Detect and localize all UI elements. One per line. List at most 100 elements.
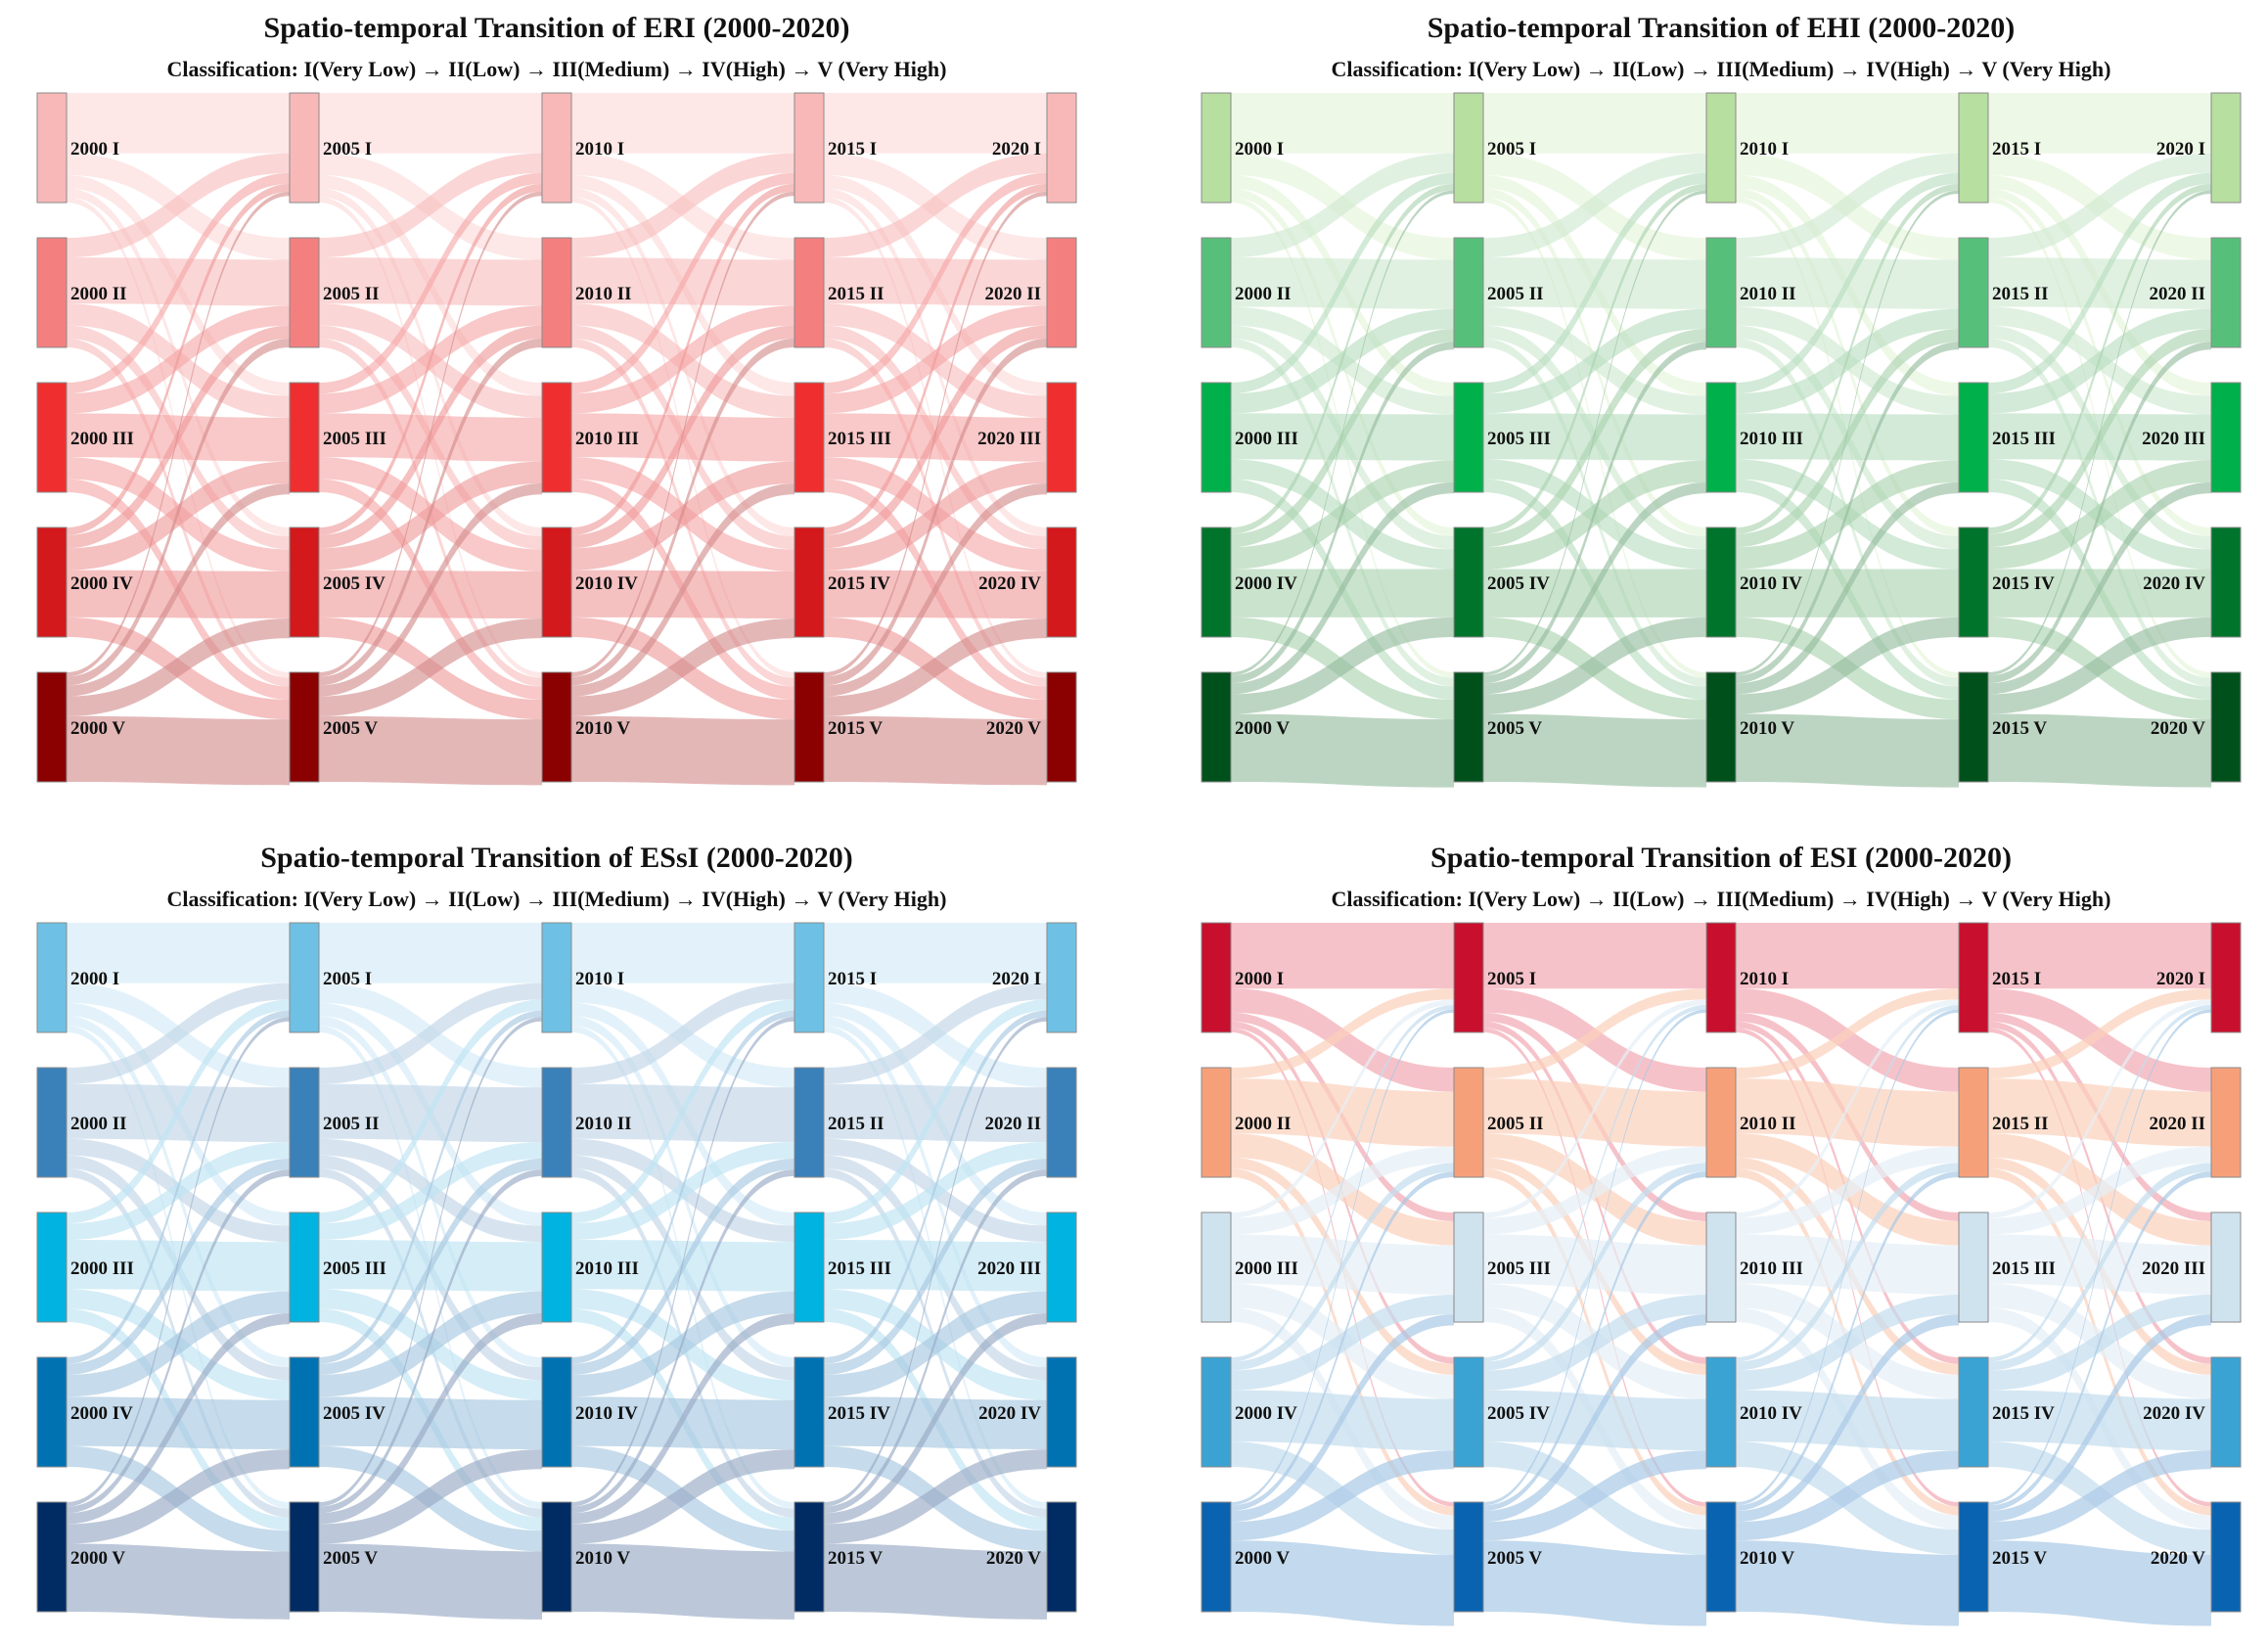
link-2015-II-to-2020-I: [1988, 988, 2211, 1079]
node-2005-V: [1453, 671, 1484, 783]
link-2005-II-to-2010-I: [1483, 153, 1706, 258]
node-2005-I: [289, 922, 320, 1033]
link-2000-V-to-2005-I: [1231, 190, 1454, 676]
node-label: 2015 IV: [1992, 1403, 2055, 1424]
node-label: 2005 III: [323, 429, 386, 449]
node-2020-IV: [1046, 526, 1077, 638]
node-2020-III: [1046, 1211, 1077, 1323]
link-2010-III-to-2015-I: [571, 999, 794, 1224]
link-2010-V-to-2015-IV: [571, 617, 794, 716]
link-2010-V-to-2015-III: [571, 483, 794, 697]
link-2010-IV-to-2015-II: [571, 325, 794, 549]
node-label: 2000 IV: [70, 1403, 133, 1424]
node-label: 2010 I: [575, 969, 624, 989]
link-2015-IV-to-2020-I: [1988, 183, 2211, 534]
node-2000-IV: [1201, 526, 1232, 638]
node-label: 2000 V: [1235, 1548, 1290, 1569]
node-label: 2000 III: [1235, 429, 1298, 449]
node-label: 2015 III: [1992, 429, 2056, 449]
node-2005-I: [1453, 922, 1484, 1033]
link-2000-IV-to-2005-II: [67, 325, 290, 549]
node-2005-III: [1453, 1211, 1484, 1323]
link-2005-V-to-2010-I: [319, 191, 542, 677]
node-2015-V: [794, 1501, 825, 1613]
node-label: 2015 V: [828, 1548, 883, 1569]
link-2005-V-to-2010-II: [319, 339, 542, 686]
node-2015-II: [794, 237, 825, 348]
link-2015-III-to-2020-I: [1988, 172, 2211, 394]
node-2020-V: [2210, 671, 2242, 783]
node-label: 2005 IV: [1487, 573, 1550, 594]
chart-title: Spatio-temporal Transition of EHI (2000-…: [1428, 12, 2016, 44]
link-2005-V-to-2010-I: [1483, 1009, 1706, 1506]
link-2000-IV-to-2005-I: [1231, 183, 1454, 534]
node-label: 2020 II: [2149, 284, 2205, 304]
node-label: 2000 IV: [70, 573, 133, 594]
node-label: 2010 V: [575, 718, 630, 739]
link-2005-I-to-2010-I: [319, 93, 542, 154]
link-2000-V-to-2005-V: [67, 1543, 290, 1620]
node-label: 2005 I: [1487, 969, 1536, 989]
link-2015-II-to-2020-I: [824, 153, 1047, 258]
node-label: 2010 I: [575, 139, 624, 160]
node-label: 2010 V: [575, 1548, 630, 1569]
link-2010-III-to-2015-I: [1736, 999, 1959, 1218]
node-label: 2010 II: [1740, 1114, 1796, 1134]
link-2005-IV-to-2010-I: [319, 183, 542, 535]
node-2000-III: [36, 382, 68, 493]
link-2010-I-to-2015-I: [1736, 93, 1959, 154]
panel-esi: Spatio-temporal Transition of ESI (2000-…: [1201, 842, 2242, 1626]
link-2005-II-to-2010-I: [319, 982, 542, 1084]
node-label: 2005 IV: [323, 1403, 386, 1424]
link-2005-IV-to-2010-I: [1483, 1005, 1706, 1362]
link-2000-IV-to-2005-II: [1231, 328, 1454, 548]
link-2005-V-to-2010-IV: [319, 617, 542, 716]
link-2005-V-to-2010-II: [1483, 1171, 1706, 1511]
node-label: 2000 III: [1235, 1258, 1298, 1279]
link-2010-II-to-2015-I: [1736, 988, 1959, 1079]
link-2010-III-to-2015-II: [571, 1142, 794, 1240]
link-2015-III-to-2020-I: [824, 999, 1047, 1224]
node-2005-II: [289, 237, 320, 348]
link-2005-II-to-2010-II: [1483, 1078, 1706, 1147]
link-2015-III-to-2020-I: [824, 172, 1047, 394]
link-2005-V-to-2010-III: [319, 483, 542, 697]
node-2010-V: [1705, 1501, 1737, 1613]
link-2015-I-to-2020-I: [824, 923, 1047, 983]
node-label: 2000 V: [70, 718, 125, 739]
link-2015-V-to-2020-III: [824, 1313, 1047, 1525]
node-label: 2010 III: [1740, 429, 1803, 449]
node-2000-II: [36, 1067, 68, 1178]
node-label: 2010 III: [575, 429, 639, 449]
link-2005-II-to-2010-I: [319, 153, 542, 258]
link-2000-V-to-2005-V: [1231, 1540, 1454, 1626]
chart-subtitle: Classification: I(Very Low) → II(Low) → …: [1332, 57, 2111, 81]
node-label: 2000 V: [70, 1548, 125, 1569]
link-2010-V-to-2015-V: [1736, 713, 1959, 788]
node-label: 2020 IV: [978, 573, 1041, 594]
link-2005-V-to-2010-V: [319, 1543, 542, 1620]
node-2010-II: [541, 237, 572, 348]
node-label: 2010 II: [575, 284, 632, 304]
link-2000-I-to-2005-I: [1231, 923, 1454, 989]
link-2000-III-to-2005-I: [67, 999, 290, 1224]
link-2010-III-to-2015-I: [571, 172, 794, 394]
node-2010-IV: [1705, 526, 1737, 638]
link-2015-V-to-2020-II: [1988, 342, 2211, 684]
link-2010-I-to-2015-I: [1736, 923, 1959, 989]
node-label: 2020 V: [986, 1548, 1041, 1569]
link-2015-II-to-2020-II: [1988, 1078, 2211, 1147]
node-label: 2020 V: [2151, 718, 2205, 739]
node-label: 2000 IV: [1235, 1403, 1297, 1424]
link-2015-V-to-2020-I: [824, 1017, 1047, 1507]
link-2015-I-to-2020-I: [824, 93, 1047, 154]
node-2010-V: [541, 671, 572, 783]
node-2015-III: [1958, 382, 1989, 493]
link-2005-V-to-2010-IV: [1483, 617, 1706, 714]
node-labels: 2000 I 2000 II 2000 III 2000 IV 2000 V 2005 I…: [70, 969, 1041, 1569]
panel-essi: Spatio-temporal Transition of ESsI (2000…: [36, 842, 1077, 1620]
node-label: 2010 II: [575, 1114, 632, 1134]
link-2015-III-to-2020-II: [1988, 1146, 2211, 1235]
nodes: [1201, 92, 2242, 783]
